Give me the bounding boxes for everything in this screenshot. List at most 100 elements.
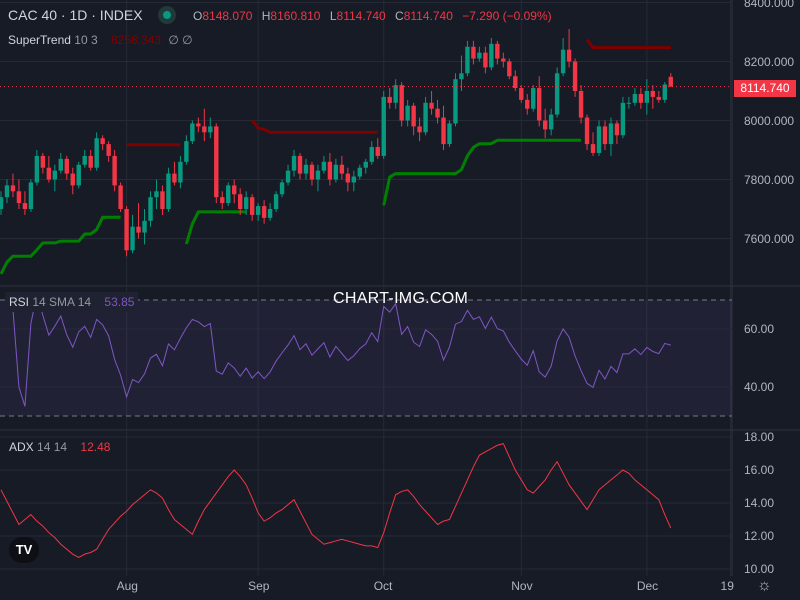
candle-body <box>327 161 333 180</box>
candle-body <box>537 88 542 121</box>
high-value: 8160.810 <box>270 9 321 23</box>
rsi-tick-label: 60.00 <box>744 322 775 336</box>
rsi-legend[interactable]: RSI 14 SMA 14 53.85 <box>5 292 139 312</box>
candle-body <box>620 102 626 136</box>
candle-body <box>596 126 602 153</box>
candle-body <box>118 185 123 209</box>
candle-body <box>40 155 46 168</box>
candle-body <box>154 191 159 198</box>
candle-body <box>279 182 285 195</box>
candle-body <box>602 126 608 145</box>
candle-body <box>297 155 303 174</box>
adx-tick-label: 10.00 <box>744 562 775 576</box>
candle-body <box>315 170 321 180</box>
candle-body <box>525 99 530 109</box>
supertrend-value: 8258.343 <box>110 33 162 47</box>
candle-body <box>82 155 87 165</box>
candle-body <box>261 206 267 218</box>
last-price-label: 8114.740 <box>734 80 796 97</box>
candle-body <box>94 138 99 168</box>
candle-body <box>64 158 69 174</box>
tradingview-logo[interactable]: TV <box>9 537 39 563</box>
candle-body <box>333 164 339 180</box>
ohlc-legend: O8148.070 H8160.810 L8114.740 C8114.740 … <box>193 9 558 23</box>
adx-value: 12.48 <box>80 440 111 454</box>
close-value: 8114.740 <box>403 9 453 23</box>
candle-body <box>148 197 153 221</box>
candle-body <box>100 138 105 145</box>
rsi-name: RSI <box>9 295 30 309</box>
candle-body <box>255 206 261 215</box>
candle-body <box>321 161 327 171</box>
candle-body <box>459 73 464 80</box>
candle-body <box>357 167 362 177</box>
candle-body <box>399 85 404 121</box>
candle-body <box>34 155 40 183</box>
candle-body <box>405 105 410 121</box>
candle-body <box>411 105 416 127</box>
candle-body <box>243 197 249 209</box>
candle-body <box>471 46 476 59</box>
candle-body <box>507 61 512 77</box>
supertrend-name: SuperTrend <box>8 33 71 47</box>
x-tick-label: Aug <box>116 579 138 593</box>
adx-legend[interactable]: ADX 14 14 12.48 <box>9 440 110 454</box>
x-tick-label: Oct <box>373 579 393 593</box>
candle-body <box>249 197 255 215</box>
candle-body <box>513 76 518 89</box>
adx-tick-label: 14.00 <box>744 496 775 510</box>
supertrend-extra-values: ∅ ∅ <box>168 33 193 47</box>
candle-body <box>548 114 554 130</box>
supertrend-line <box>0 215 121 275</box>
candle-body <box>190 123 195 142</box>
rsi-line <box>6 294 671 407</box>
candle-body <box>429 102 434 109</box>
candle-body <box>226 185 231 204</box>
candle-body <box>554 73 560 115</box>
candle-body <box>238 194 243 209</box>
candle-body <box>590 144 596 153</box>
candle-body <box>387 96 392 103</box>
candle-body <box>363 161 368 168</box>
candle-body <box>0 197 4 209</box>
change-value: −7.290 (−0.09%) <box>462 9 552 23</box>
symbol-title[interactable]: CAC 40 · 1D · INDEX <box>8 7 143 23</box>
candle-body <box>441 117 446 145</box>
adx-tick-label: 12.00 <box>744 529 775 543</box>
settings-gear-icon[interactable]: ☼ <box>757 577 772 594</box>
x-tick-label: 19 <box>720 579 734 593</box>
candle-body <box>501 58 506 62</box>
x-tick-label: Nov <box>511 579 533 593</box>
candle-body <box>273 194 279 209</box>
candle-body <box>136 226 141 233</box>
candle-body <box>584 117 590 145</box>
candle-body <box>214 126 219 198</box>
candle-body <box>632 93 638 103</box>
candle-body <box>309 164 315 180</box>
candle-body <box>232 185 237 195</box>
candle-body <box>46 167 52 180</box>
candle-body <box>572 61 578 91</box>
candle-body <box>626 102 632 104</box>
candle-body <box>560 49 566 74</box>
x-tick-label: Dec <box>636 579 659 593</box>
candle-body <box>542 120 548 130</box>
high-label: H <box>261 9 271 23</box>
supertrend-legend[interactable]: SuperTrend 10 3 8258.343 ∅ ∅ <box>8 33 193 47</box>
candle-body <box>76 164 81 186</box>
candle-body <box>435 108 440 118</box>
adx-name: ADX <box>9 440 34 454</box>
price-tick-label: 7800.000 <box>744 172 795 187</box>
candle-body <box>70 173 75 186</box>
candle-body <box>417 126 422 133</box>
candle-body <box>28 182 34 209</box>
rsi-params: 14 SMA 14 <box>32 295 92 309</box>
candle-body <box>519 88 524 100</box>
open-label: O <box>193 9 203 23</box>
adx-params: 14 14 <box>37 440 68 454</box>
price-tick-label: 8000.000 <box>744 113 795 128</box>
price-tick-label: 8200.000 <box>744 54 795 69</box>
low-value: 8114.740 <box>336 9 386 23</box>
candle-body <box>650 91 656 97</box>
